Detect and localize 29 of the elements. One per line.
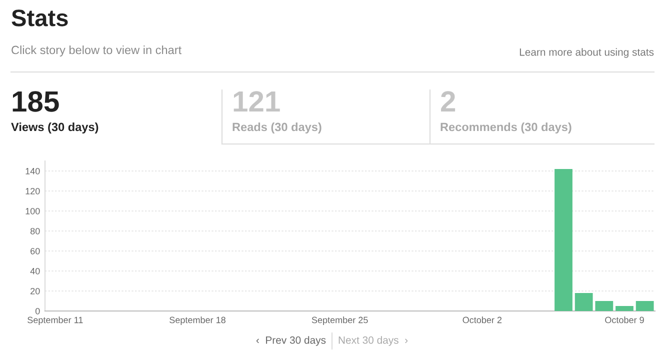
x-tick-label: September 11 [28, 316, 83, 325]
bar [574, 293, 593, 311]
y-tick-label: 100 [26, 208, 40, 214]
chart-subtitle: Click story below to view in chart [12, 46, 182, 57]
text: 121 [234, 91, 280, 112]
x-tick-label: October 9 [605, 316, 644, 324]
bar [636, 301, 654, 311]
text: Views (30 days) [11, 122, 98, 134]
y-tick-label: 80 [30, 228, 40, 234]
text: 2 [441, 91, 456, 112]
bar [616, 306, 634, 311]
x-tick-label: September 18 [170, 316, 226, 325]
y-tick-label: 120 [26, 188, 40, 194]
text: Reads (30 days) [232, 122, 322, 134]
text: ‹ Prev 30 days [256, 336, 326, 346]
text: Learn more about using stats [520, 48, 654, 58]
bar [595, 301, 614, 311]
text: Next 30 days › [338, 336, 408, 346]
y-tick-label: 60 [30, 248, 40, 254]
y-tick-label: 0 [35, 308, 40, 314]
bar [554, 169, 572, 311]
y-tick-label: 40 [30, 268, 40, 274]
text: 185 [12, 91, 59, 112]
text: Recommends (30 days) [440, 122, 572, 134]
x-tick-label: October 2 [462, 316, 502, 324]
x-tick-label: September 25 [312, 316, 368, 325]
y-tick-label: 20 [30, 288, 40, 294]
chart-title: Stats [12, 10, 68, 26]
y-tick-label: 140 [26, 168, 40, 174]
